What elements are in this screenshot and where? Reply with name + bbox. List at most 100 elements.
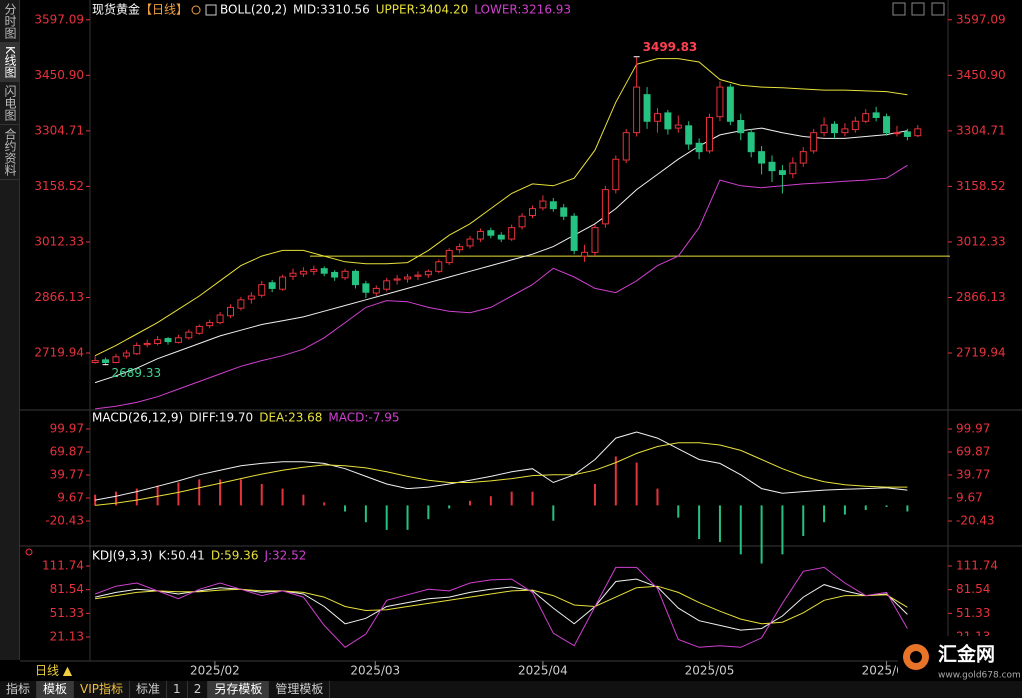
candle-body bbox=[653, 113, 661, 122]
tab[interactable]: 管理模板 bbox=[269, 681, 331, 698]
candle-body bbox=[456, 246, 464, 251]
indicator-line bbox=[95, 164, 908, 410]
sidebar-tab[interactable]: 分时图 bbox=[0, 0, 19, 43]
logo-text: 汇金网 bbox=[938, 643, 995, 666]
tab[interactable]: 1 bbox=[167, 681, 188, 698]
candle-body bbox=[362, 283, 370, 293]
candle-body bbox=[310, 268, 318, 272]
candle-body bbox=[716, 86, 724, 118]
y-tick-label: 21.13 bbox=[50, 630, 84, 644]
low-label: 2689.33 bbox=[112, 366, 162, 380]
y-tick-label: 51.33 bbox=[50, 606, 84, 620]
tab-bar: 指标 模板 VIP指标 标准 1 2 另存模板 管理模板 bbox=[0, 681, 1022, 698]
window-button[interactable] bbox=[892, 2, 906, 16]
candle-body bbox=[903, 131, 911, 137]
window-button[interactable] bbox=[911, 2, 925, 16]
candle-body bbox=[872, 112, 880, 118]
period-button[interactable]: 日线 ▲ bbox=[35, 664, 73, 678]
indicator-icon[interactable] bbox=[25, 548, 33, 556]
legend-text: BOLL(20,2) bbox=[220, 3, 287, 17]
y-tick-label: 3597.09 bbox=[34, 12, 84, 26]
sidebar-tab[interactable]: 合约资料 bbox=[0, 125, 19, 180]
candle-body bbox=[674, 124, 682, 129]
candle-body bbox=[820, 124, 828, 134]
candle-body bbox=[195, 325, 203, 334]
y-tick-label: 69.87 bbox=[50, 444, 84, 458]
y-tick-label: 99.97 bbox=[956, 421, 990, 435]
x-tick-label: 2025/02 bbox=[190, 664, 240, 678]
candle-body bbox=[706, 116, 714, 152]
sidebar-tab[interactable]: 闪电图 bbox=[0, 82, 19, 125]
y-tick-label: 2866.13 bbox=[956, 290, 1006, 304]
y-tick-label: 3597.09 bbox=[956, 12, 1006, 26]
candle-body bbox=[185, 331, 193, 339]
candle-body bbox=[237, 299, 245, 309]
candle-body bbox=[893, 132, 901, 135]
candle-body bbox=[487, 230, 495, 236]
candle-body bbox=[862, 113, 870, 122]
candle-body bbox=[258, 284, 266, 296]
y-tick-label: 2719.94 bbox=[34, 346, 84, 360]
candle-body bbox=[643, 94, 651, 122]
candle-body bbox=[227, 306, 235, 317]
candle-body bbox=[518, 215, 526, 228]
indicator-line bbox=[94, 578, 908, 631]
candle-body bbox=[351, 270, 359, 286]
legend-text: MACD(26,12,9) bbox=[92, 411, 183, 425]
candle-body bbox=[591, 227, 599, 253]
candle-body bbox=[102, 359, 110, 364]
tab[interactable]: 标准 bbox=[130, 681, 168, 698]
x-tick-label: 2025/05 bbox=[685, 664, 735, 678]
tab[interactable]: 指标 bbox=[0, 681, 38, 698]
candle-body bbox=[445, 249, 453, 264]
candle-body bbox=[383, 280, 391, 290]
y-tick-label: 69.87 bbox=[956, 444, 990, 458]
y-tick-label: 3304.71 bbox=[34, 123, 84, 137]
candle-body bbox=[372, 287, 380, 294]
tab[interactable]: 另存模板 bbox=[208, 681, 270, 698]
candle-body bbox=[830, 123, 838, 134]
candle-body bbox=[851, 120, 859, 131]
candle-body bbox=[435, 261, 443, 272]
candle-body bbox=[247, 295, 255, 300]
settings-icon[interactable] bbox=[205, 4, 217, 16]
candle-body bbox=[570, 215, 578, 251]
candle-body bbox=[685, 125, 693, 145]
y-tick-label: 3450.90 bbox=[34, 68, 84, 82]
candle-body bbox=[622, 132, 630, 161]
candle-body bbox=[633, 86, 641, 134]
candle-body bbox=[601, 189, 609, 225]
candle-body bbox=[726, 86, 734, 122]
y-tick-label: 111.74 bbox=[956, 558, 998, 572]
candle-body bbox=[466, 238, 474, 247]
candle-body bbox=[737, 119, 745, 134]
indicator-line bbox=[95, 585, 908, 625]
indicator-line bbox=[94, 127, 908, 384]
y-tick-label: 39.77 bbox=[50, 468, 84, 482]
indicator-line bbox=[94, 566, 908, 648]
candle-body bbox=[154, 339, 162, 345]
sidebar-tab[interactable]: K线图 bbox=[0, 43, 19, 82]
candle-body bbox=[289, 272, 297, 277]
candle-body bbox=[747, 132, 755, 153]
tab[interactable]: VIP指标 bbox=[74, 681, 131, 698]
tab[interactable]: 模板 bbox=[37, 681, 75, 698]
tab[interactable]: 2 bbox=[188, 681, 209, 698]
candle-body bbox=[341, 270, 349, 279]
candle-body bbox=[320, 268, 328, 274]
y-tick-label: 2719.94 bbox=[956, 346, 1006, 360]
window-button[interactable] bbox=[931, 2, 945, 16]
candle-body bbox=[424, 270, 432, 276]
y-tick-label: 51.33 bbox=[956, 606, 990, 620]
y-tick-label: 3158.52 bbox=[34, 179, 84, 193]
high-label: 3499.83 bbox=[643, 40, 698, 54]
candle-body bbox=[122, 352, 130, 357]
candle-body bbox=[778, 170, 786, 175]
zoom-icon[interactable] bbox=[191, 5, 201, 15]
y-tick-label: 3158.52 bbox=[956, 179, 1006, 193]
candle-body bbox=[560, 207, 568, 217]
y-tick-label: 99.97 bbox=[50, 421, 84, 435]
legend-text: LOWER:3216.93 bbox=[474, 3, 571, 17]
candle-body bbox=[549, 201, 557, 210]
